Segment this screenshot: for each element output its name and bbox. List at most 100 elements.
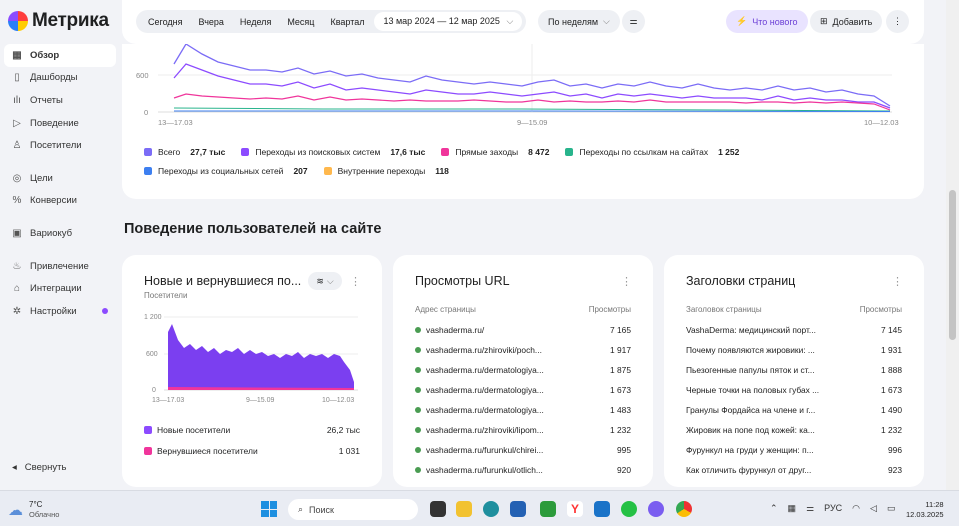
chart-legend-row-1: Всего 27,7 тыс Переходы из поисковых сист… [144, 147, 749, 157]
tray-settings-icon[interactable]: ⚌ [806, 503, 815, 513]
battery-icon[interactable]: ▭ [886, 503, 896, 513]
table-row[interactable]: vashaderma.ru/dermatologiya... 1 483 [415, 405, 631, 415]
table-row[interactable]: Черные точки на половых губах ... 1 673 [686, 385, 902, 395]
legend-checkbox[interactable] [144, 148, 152, 156]
series-total-line [173, 44, 891, 107]
legend-checkbox[interactable] [323, 167, 332, 175]
legend-checkbox[interactable] [144, 447, 152, 455]
table-row[interactable]: vashaderma.ru/dermatologiya... 1 673 [415, 385, 631, 395]
excel-icon[interactable] [540, 501, 556, 517]
volume-icon[interactable]: ◁ [870, 503, 877, 513]
sidebar-item-play[interactable]: ▷ Поведение [4, 112, 116, 135]
more-menu-button[interactable]: ⋮ [886, 10, 909, 33]
more-vertical-icon[interactable]: ⋮ [892, 276, 903, 288]
table-row[interactable]: VashaDerma: медицинский порт... 7 145 [686, 325, 902, 335]
tray-app-icon[interactable]: ▦ [787, 503, 797, 513]
new-visitors-area [168, 324, 354, 390]
chart-legend-row-2: Переходы из социальных сетей 207 Внутренн… [144, 166, 459, 176]
sidebar-item-dashboard[interactable]: ▯ Дашборды [4, 67, 116, 90]
weather-temp: 7°C [29, 500, 43, 509]
legend-checkbox[interactable] [441, 148, 450, 156]
windows-start-icon[interactable] [261, 501, 277, 517]
sidebar-item-label: Настройки [30, 305, 77, 317]
table-row[interactable]: Почему появляются жировики: ... 1 931 [686, 345, 902, 355]
period-today[interactable]: Сегодня [148, 16, 183, 27]
grouping-select[interactable]: По неделям ⌵ [538, 10, 620, 33]
sidebar-item-bar-chart[interactable]: ılı Отчеты [4, 89, 116, 112]
sidebar-item-percent[interactable]: % Конверсии [4, 190, 116, 213]
grouping-label: По неделям [548, 16, 599, 27]
legend-checkbox[interactable] [144, 167, 152, 175]
legend-label: Внутренние переходы [337, 166, 426, 176]
scrollbar-thumb[interactable] [949, 190, 956, 340]
row-value: 1 917 [610, 345, 631, 355]
x-tick-label: 13—17.03 [152, 397, 184, 404]
traffic-sources-chart: 600 0 13—17.03 9—15.09 10—12.03 [136, 44, 899, 127]
card-title[interactable]: Просмотры URL [415, 274, 510, 288]
card-title[interactable]: Заголовки страниц [686, 274, 796, 288]
period-yesterday[interactable]: Вчера [198, 16, 224, 27]
outlook-icon[interactable] [594, 501, 610, 517]
chevron-down-icon: ⌵ [603, 16, 610, 26]
table-row[interactable]: vashaderma.ru/furunkul/otlich... 920 [415, 465, 631, 475]
period-selector: Сегодня Вчера Неделя Месяц Квартал 13 ма… [136, 10, 527, 33]
legend-checkbox[interactable] [144, 426, 152, 434]
logo[interactable]: Метрика [8, 10, 109, 32]
sidebar-item-flame[interactable]: ♨ Привлечение [4, 255, 116, 278]
sidebar-item-grid[interactable]: ▦ Обзор [4, 44, 116, 67]
period-month[interactable]: Месяц [287, 16, 315, 27]
table-row[interactable]: Жировик на попе под кожей: ка... 1 232 [686, 425, 902, 435]
lightning-icon: ⚡ [736, 16, 748, 26]
whats-new-button[interactable]: ⚡ Что нового [726, 10, 808, 33]
period-week[interactable]: Неделя [239, 16, 272, 27]
chart-type-select[interactable]: ≋ ⌵ [308, 272, 342, 290]
table-row[interactable]: vashaderma.ru/dermatologiya... 1 875 [415, 365, 631, 375]
whatsapp-icon[interactable] [621, 501, 637, 517]
traffic-sources-chart-card: 600 0 13—17.03 9—15.09 10—12.03 Всего 27,… [122, 44, 924, 199]
sidebar-item-target[interactable]: ◎ Цели [4, 167, 116, 190]
app-icon[interactable] [648, 501, 664, 517]
taskbar-search[interactable]: ⌕ Поиск [288, 499, 418, 520]
edge-icon[interactable] [483, 501, 499, 517]
chart-type-icon: ≋ [316, 275, 324, 286]
legend-checkbox[interactable] [241, 148, 250, 156]
table-row[interactable]: vashaderma.ru/zhiroviki/poch... 1 917 [415, 345, 631, 355]
file-explorer-icon[interactable] [456, 501, 472, 517]
sidebar-item-gear[interactable]: ✲ Настройки [4, 300, 116, 323]
vertical-scrollbar[interactable] [946, 0, 959, 490]
table-row[interactable]: vashaderma.ru/zhiroviki/lipom... 1 232 [415, 425, 631, 435]
table-row[interactable]: Пьезогенные папулы пяток и ст... 1 888 [686, 365, 902, 375]
more-vertical-icon[interactable]: ⋮ [350, 276, 361, 288]
clock[interactable]: 11:28 12.03.2025 [906, 500, 944, 520]
legend-checkbox[interactable] [565, 148, 574, 156]
wifi-icon[interactable]: ◠ [852, 503, 861, 513]
sidebar-item-plug[interactable]: ⌂ Интеграции [4, 277, 116, 300]
date-range-picker[interactable]: 13 мар 2024 — 12 мар 2025 ⌵ [374, 12, 523, 31]
task-view-icon[interactable] [430, 501, 446, 517]
table-row[interactable]: vashaderma.ru/furunkul/chirei... 995 [415, 445, 631, 455]
add-label: Добавить [832, 16, 873, 27]
language-indicator[interactable]: РУС [824, 503, 843, 513]
chevron-up-icon[interactable]: ⌃ [770, 503, 778, 513]
chrome-icon[interactable] [676, 501, 692, 517]
period-quarter[interactable]: Квартал [330, 16, 365, 27]
table-row[interactable]: vashaderma.ru/7 165 [415, 325, 631, 335]
table-row[interactable]: Фурункул на груди у женщин: п... 996 [686, 445, 902, 455]
whats-new-label: Что нового [752, 16, 798, 27]
yandex-browser-icon[interactable]: Y [567, 501, 583, 517]
collapse-button[interactable]: ◂ Свернуть [12, 462, 66, 473]
weather-widget[interactable]: ☁ 7°C Облачно [8, 500, 59, 520]
column-header: Просмотры [588, 305, 631, 314]
add-button[interactable]: ⊞ Добавить [810, 10, 883, 33]
row-label: vashaderma.ru/dermatologiya... [426, 365, 544, 375]
table-row[interactable]: Гранулы Фордайса на члене и г... 1 490 [686, 405, 902, 415]
filter-settings-button[interactable]: ⚌ [622, 10, 645, 33]
table-row[interactable]: Как отличить фурункул от друг... 923 [686, 465, 902, 475]
top-toolbar: Сегодня Вчера Неделя Месяц Квартал 13 ма… [122, 0, 924, 44]
sidebar-item-cube[interactable]: ▣ Вариокуб [4, 222, 116, 245]
card-title[interactable]: Новые и вернувшиеся по... [144, 274, 302, 288]
sidebar-item-person[interactable]: ♙ Посетители [4, 134, 116, 157]
more-vertical-icon[interactable]: ⋮ [621, 276, 632, 288]
store-icon[interactable] [510, 501, 526, 517]
grid-icon: ▦ [12, 49, 22, 61]
